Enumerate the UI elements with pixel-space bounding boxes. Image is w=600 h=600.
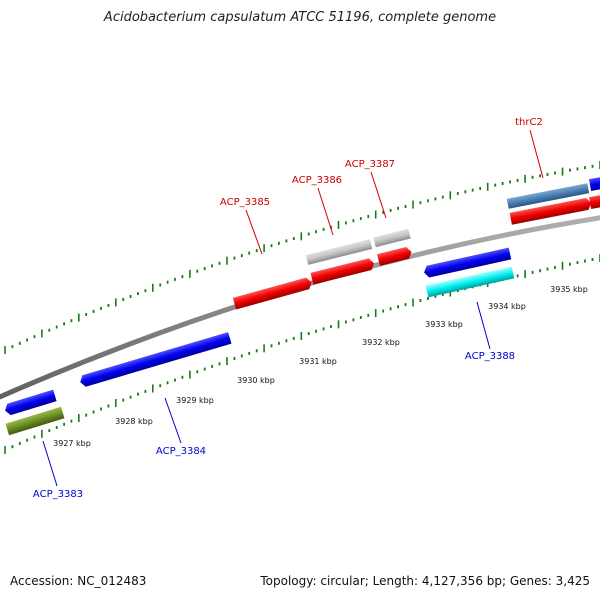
kbp-label-3931: 3931 kbp <box>299 357 337 366</box>
gene-feature-edge-forward[interactable] <box>589 194 600 209</box>
leader-thrc2 <box>529 129 544 179</box>
gene-feature-acp-3386[interactable] <box>310 257 375 285</box>
gene-feature-edge-blue[interactable] <box>589 176 600 191</box>
gene-label-thrc2: thrC2 <box>515 117 543 128</box>
forward-tick-track <box>4 161 600 354</box>
kbp-label-3934: 3934 kbp <box>488 302 526 311</box>
gene-label-acp-3386: ACP_3386 <box>292 175 342 186</box>
kbp-label-3929: 3929 kbp <box>176 396 214 405</box>
gene-feature-acp-3384[interactable] <box>79 332 232 388</box>
kbp-label-3928: 3928 kbp <box>115 417 153 426</box>
gene-label-acp-3387: ACP_3387 <box>345 159 395 170</box>
topology-footer: Topology: circular; Length: 4,127,356 bp… <box>260 574 590 588</box>
kbp-label-3933: 3933 kbp <box>425 320 463 329</box>
gene-feature-acp-3386-cds[interactable] <box>305 239 373 265</box>
gene-feature-acp-3385[interactable] <box>232 277 313 310</box>
gene-feature-thrc2-cds[interactable] <box>506 183 590 209</box>
kbp-label-3927: 3927 kbp <box>53 439 91 448</box>
gene-label-acp-3388: ACP_3388 <box>465 351 515 362</box>
gene-feature-thrc2[interactable] <box>509 197 593 225</box>
gene-feature-acp-3383[interactable] <box>3 389 57 417</box>
gene-label-acp-3383: ACP_3383 <box>33 489 83 500</box>
kbp-label-3930: 3930 kbp <box>237 376 275 385</box>
leader-acp-3388 <box>476 301 491 350</box>
kbp-label-3935: 3935 kbp <box>550 285 588 294</box>
leader-acp-3384 <box>164 397 182 444</box>
leader-acp-3387 <box>370 171 387 219</box>
gene-label-acp-3384: ACP_3384 <box>156 446 206 457</box>
label-leader-lines <box>42 129 544 487</box>
leader-acp-3385 <box>245 209 263 255</box>
leader-acp-3383 <box>42 440 58 487</box>
accession-footer: Accession: NC_012483 <box>10 574 147 588</box>
kbp-label-3932: 3932 kbp <box>362 338 400 347</box>
gene-feature-acp-3388[interactable] <box>423 247 512 279</box>
map-title: Acidobacterium capsulatum ATCC 51196, co… <box>103 10 497 25</box>
gene-feature-acp-3388-cds[interactable] <box>425 266 515 298</box>
gene-feature-acp-3387-cds[interactable] <box>373 228 411 248</box>
leader-acp-3386 <box>317 187 334 236</box>
gene-feature-acp-3383-cds[interactable] <box>5 406 65 436</box>
gene-feature-acp-3387[interactable] <box>377 246 413 266</box>
gene-label-acp-3385: ACP_3385 <box>220 197 270 208</box>
